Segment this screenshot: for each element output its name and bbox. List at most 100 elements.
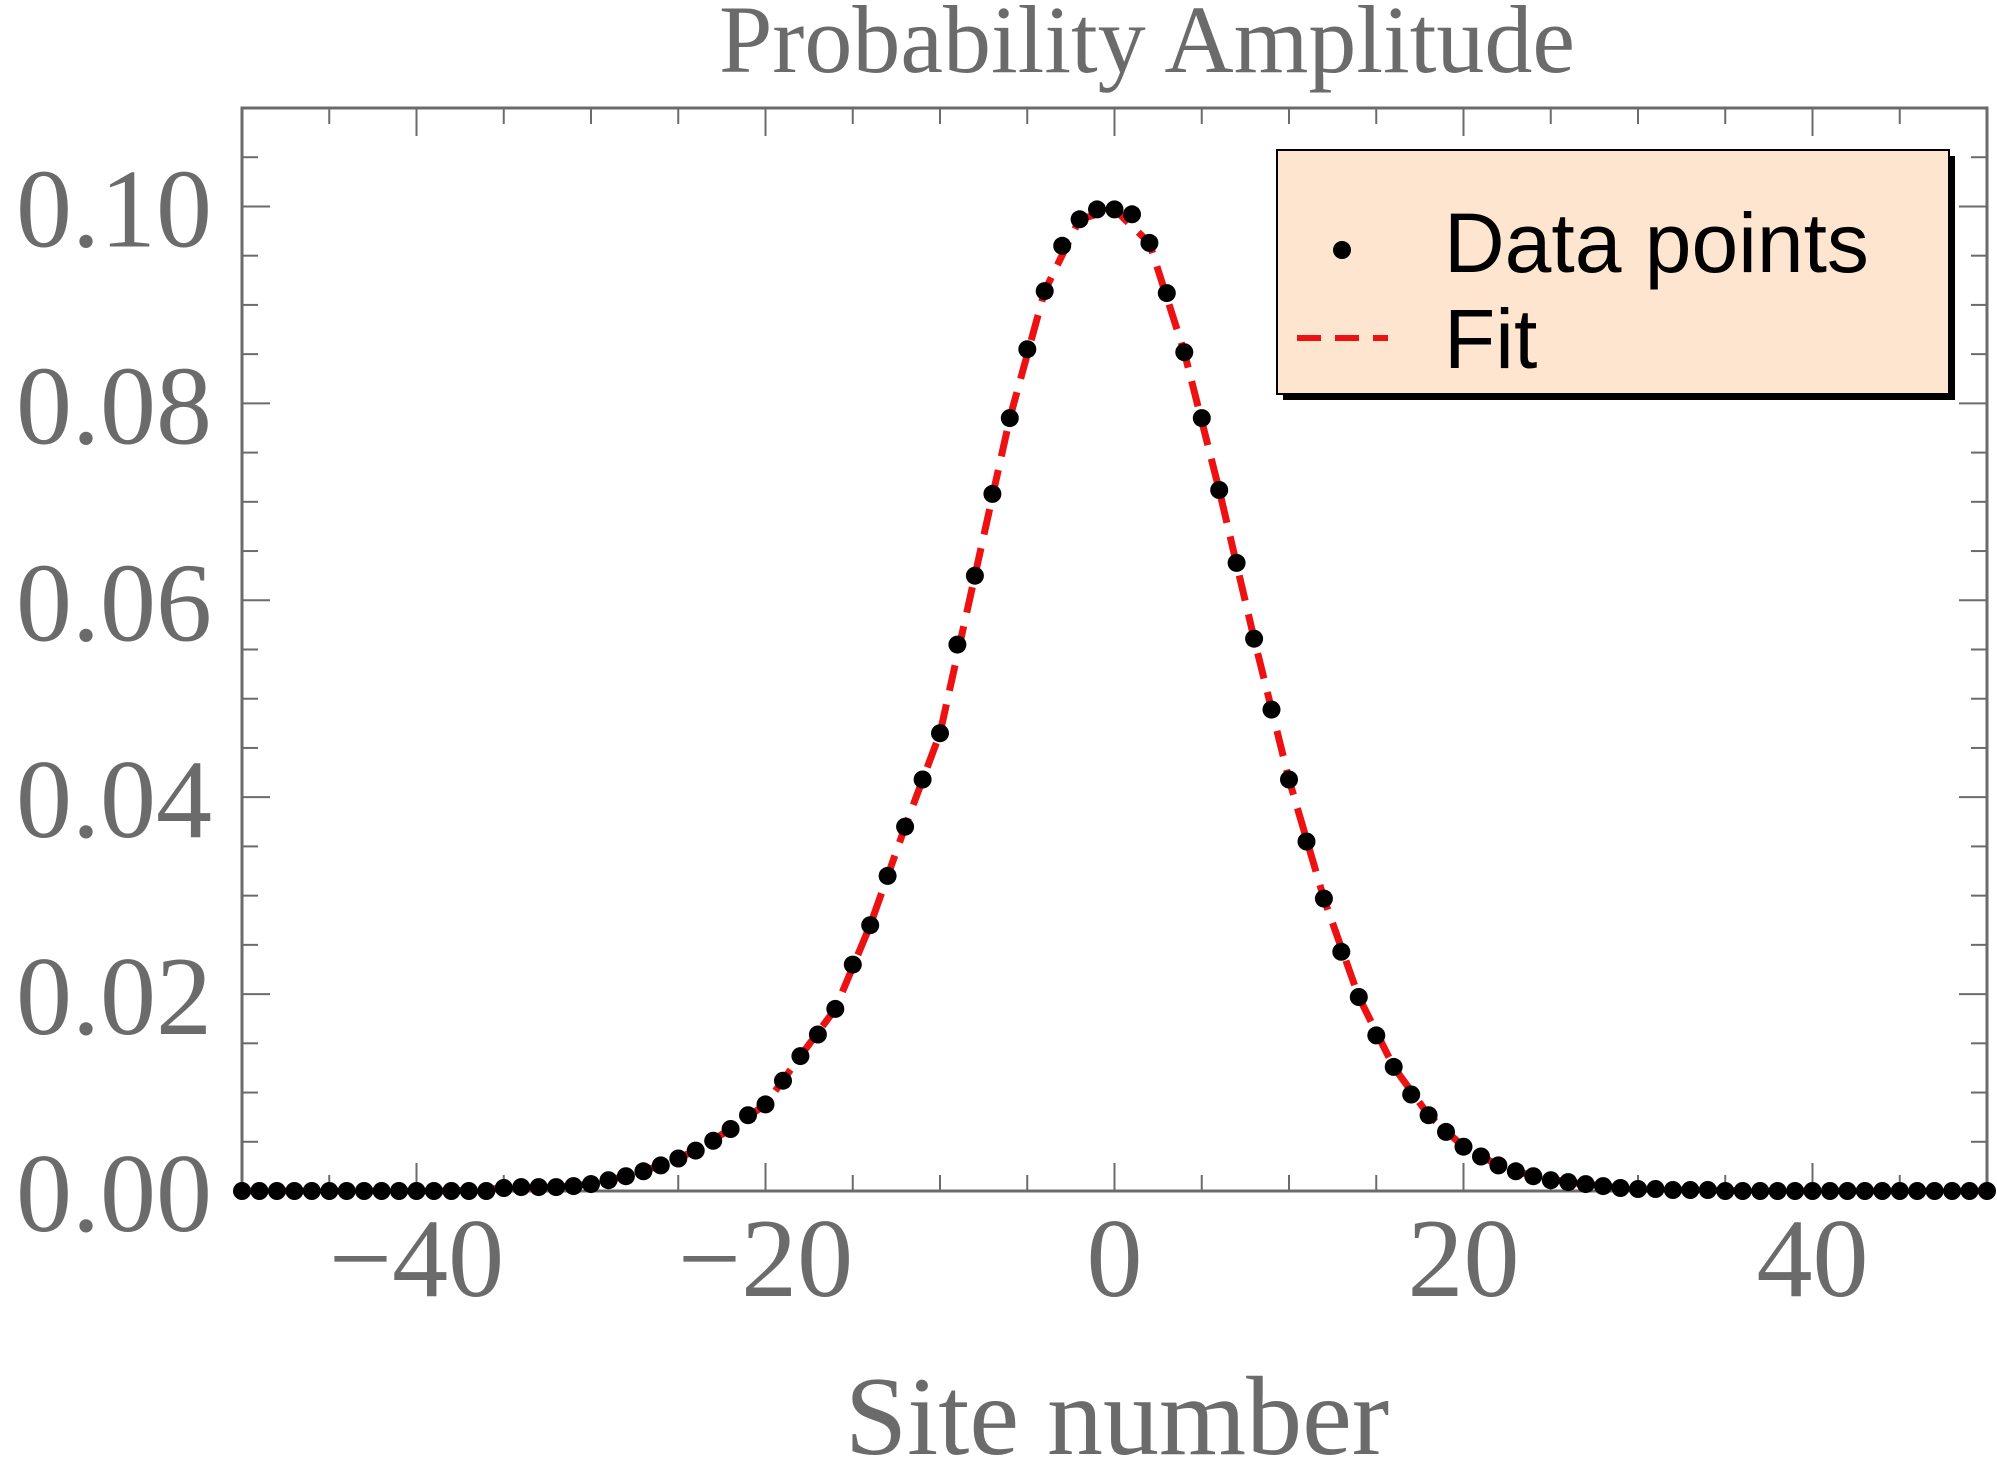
data-point bbox=[1157, 284, 1176, 303]
data-point bbox=[1768, 1182, 1787, 1200]
data-point bbox=[302, 1182, 321, 1200]
data-point bbox=[1890, 1182, 1909, 1200]
data-point bbox=[756, 1095, 775, 1114]
y-tick-label: 0.04 bbox=[16, 738, 212, 862]
y-tick-label: 0.08 bbox=[16, 344, 212, 468]
chart-title: Probability Amplitude bbox=[719, 0, 1575, 93]
data-point bbox=[1681, 1181, 1700, 1199]
data-points-series bbox=[233, 200, 1996, 1200]
data-point bbox=[547, 1178, 566, 1197]
data-point bbox=[1437, 1122, 1455, 1141]
data-point bbox=[582, 1175, 600, 1194]
data-point bbox=[1716, 1182, 1735, 1200]
legend-marker-data-points bbox=[1333, 241, 1351, 259]
data-point bbox=[1175, 343, 1194, 362]
legend-box bbox=[1276, 149, 1950, 395]
data-point bbox=[1663, 1181, 1682, 1199]
x-axis-label: Site number bbox=[845, 1355, 1389, 1466]
data-point bbox=[791, 1047, 810, 1066]
data-point bbox=[721, 1120, 740, 1138]
data-point bbox=[1332, 942, 1351, 961]
data-point bbox=[1821, 1182, 1839, 1200]
data-point bbox=[1733, 1182, 1752, 1200]
data-point bbox=[599, 1171, 618, 1190]
x-tick-label: 40 bbox=[1757, 1197, 1869, 1321]
data-point bbox=[320, 1182, 339, 1200]
tick-labels: −40 −20 0 20 40 0.00 0.02 0.04 0.06 0.08 0.10 bbox=[16, 147, 1869, 1321]
x-tick-label: −40 bbox=[329, 1197, 504, 1321]
x-tick-label: 0 bbox=[1087, 1197, 1143, 1321]
data-point bbox=[285, 1182, 304, 1200]
data-point bbox=[477, 1182, 496, 1200]
y-tick-label: 0.00 bbox=[16, 1132, 212, 1256]
data-point bbox=[651, 1156, 670, 1175]
data-point bbox=[948, 635, 967, 654]
data-point bbox=[407, 1182, 426, 1200]
data-point bbox=[965, 566, 984, 585]
data-point bbox=[1524, 1167, 1543, 1186]
data-point bbox=[1035, 282, 1054, 301]
data-point bbox=[459, 1182, 478, 1200]
data-point bbox=[1280, 770, 1298, 789]
data-point bbox=[1873, 1182, 1892, 1200]
legend-label-data-points: Data points bbox=[1444, 196, 1869, 290]
x-tick-label: −20 bbox=[678, 1197, 853, 1321]
data-point bbox=[355, 1182, 374, 1200]
data-point bbox=[878, 866, 897, 885]
data-point bbox=[424, 1182, 443, 1200]
data-point bbox=[931, 724, 949, 743]
data-point bbox=[1855, 1182, 1874, 1200]
data-point bbox=[1541, 1171, 1560, 1190]
data-point bbox=[1454, 1137, 1473, 1156]
data-point bbox=[529, 1178, 548, 1197]
legend-label-fit: Fit bbox=[1444, 292, 1537, 386]
data-point bbox=[1803, 1182, 1822, 1200]
legend: Data points Fit bbox=[1276, 149, 1955, 400]
data-point bbox=[442, 1182, 461, 1200]
data-point bbox=[1908, 1182, 1927, 1200]
data-point bbox=[1576, 1175, 1595, 1194]
data-point bbox=[1245, 629, 1264, 648]
data-point bbox=[1227, 553, 1246, 572]
data-point bbox=[1838, 1182, 1857, 1200]
y-tick-label: 0.02 bbox=[16, 935, 212, 1059]
data-point bbox=[1419, 1106, 1438, 1125]
data-point bbox=[1000, 409, 1019, 428]
data-point bbox=[250, 1182, 269, 1200]
data-point bbox=[774, 1071, 792, 1090]
data-point bbox=[1611, 1179, 1630, 1197]
data-point bbox=[1506, 1162, 1525, 1181]
data-point bbox=[1088, 200, 1106, 219]
data-point bbox=[1489, 1156, 1508, 1175]
data-point bbox=[686, 1141, 705, 1160]
data-point bbox=[1472, 1147, 1490, 1166]
data-point bbox=[861, 916, 880, 935]
data-point bbox=[1192, 409, 1211, 428]
data-point bbox=[1123, 205, 1141, 224]
data-point bbox=[896, 817, 915, 836]
x-tick-label: 20 bbox=[1408, 1197, 1520, 1321]
data-point bbox=[1349, 988, 1368, 1006]
data-point bbox=[1402, 1085, 1421, 1104]
data-point bbox=[1925, 1182, 1944, 1200]
data-point bbox=[669, 1149, 688, 1168]
data-point bbox=[1646, 1180, 1665, 1198]
data-point bbox=[512, 1178, 531, 1197]
data-point bbox=[1105, 200, 1124, 219]
data-point bbox=[808, 1025, 827, 1044]
data-point bbox=[1943, 1182, 1962, 1200]
data-point bbox=[616, 1167, 635, 1186]
data-point bbox=[1297, 832, 1316, 851]
data-point bbox=[1786, 1182, 1804, 1200]
data-point bbox=[704, 1131, 723, 1150]
data-point bbox=[913, 770, 932, 789]
data-point bbox=[739, 1106, 757, 1125]
data-point bbox=[843, 955, 862, 974]
data-point bbox=[564, 1177, 583, 1196]
data-point bbox=[1384, 1057, 1403, 1076]
y-tick-label: 0.10 bbox=[16, 147, 212, 271]
data-point bbox=[1070, 210, 1089, 229]
data-point bbox=[372, 1182, 391, 1200]
data-point bbox=[1367, 1026, 1386, 1045]
